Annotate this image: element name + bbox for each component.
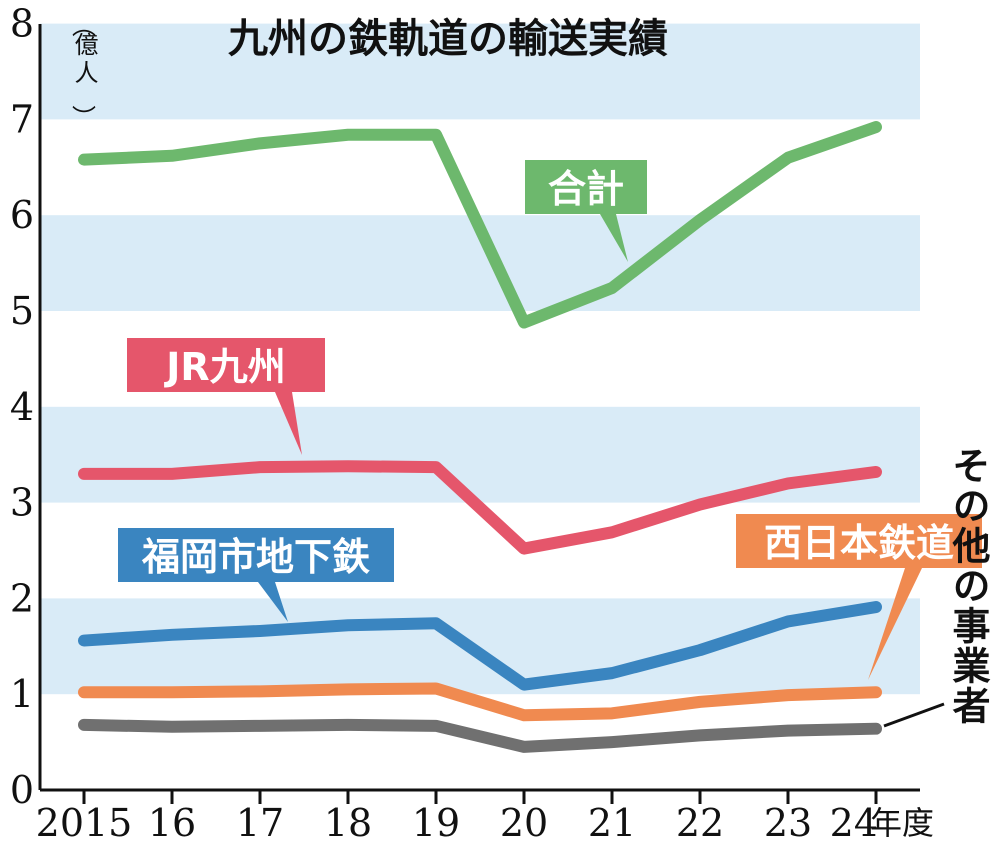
y-tick-label: 0: [10, 768, 34, 812]
label-total-pointer: [600, 214, 628, 262]
y-unit-label: ︵ 億人 ︶: [70, 12, 98, 132]
x-tick-label: 24: [830, 801, 878, 845]
y-tick-labels: 0 1 2 3 4 5 6 7 8: [10, 2, 34, 812]
svg-text:︶: ︶: [72, 104, 96, 132]
x-tick-label: 23: [764, 801, 812, 845]
svg-text:︵: ︵: [72, 12, 96, 40]
label-total: 合計: [525, 160, 647, 262]
y-tick-label: 2: [10, 576, 34, 620]
label-total-text: 合計: [548, 167, 624, 211]
x-tick-label: 17: [236, 801, 284, 845]
label-nishitetsu-text: 西日本鉄道: [764, 521, 954, 565]
x-tick-label: 21: [588, 801, 636, 845]
y-tick-label: 5: [10, 289, 34, 333]
label-total-box: [525, 160, 647, 214]
label-jr-pointer: [275, 392, 302, 455]
y-axis-unit: 億人: [70, 32, 98, 88]
y-tick-label: 8: [10, 2, 34, 46]
y-tick-label: 4: [10, 385, 34, 429]
chart-title: 九州の鉄軌道の輸送実績: [228, 16, 668, 62]
series-line: [78, 121, 882, 329]
x-tick-label: 22: [676, 801, 724, 845]
label-other: その他の事業者: [883, 446, 991, 728]
series-line: [78, 460, 882, 555]
label-nishitetsu: 西日本鉄道: [736, 514, 982, 680]
label-subway: 福岡市地下鉄: [118, 528, 394, 622]
x-axis-unit: 年度: [870, 804, 934, 842]
series-lines: [78, 121, 882, 753]
x-tick-label: 20: [500, 801, 548, 845]
label-subway-box: [118, 528, 394, 582]
series-line: [78, 682, 882, 722]
y-tick-label: 7: [10, 97, 34, 141]
y-tick-label: 3: [10, 481, 34, 525]
grid-bands: [40, 23, 920, 695]
label-subway-text: 福岡市地下鉄: [141, 535, 370, 579]
label-other-leader: [883, 702, 945, 728]
x-tick-label: 16: [148, 801, 196, 845]
label-other-text: その他の事業者: [946, 446, 991, 726]
label-nishitetsu-box: [736, 514, 982, 568]
grid-band: [40, 598, 920, 695]
y-tick-label: 6: [10, 193, 34, 237]
axes: [38, 24, 920, 792]
x-tick-label: 19: [412, 801, 460, 845]
x-tick-label: 18: [324, 801, 372, 845]
y-tick-label: 1: [10, 672, 34, 716]
series-line: [78, 601, 882, 691]
label-subway-pointer: [258, 582, 288, 622]
series-line: [78, 718, 882, 753]
label-jr: JR九州: [127, 338, 325, 455]
x-tick-label: 2015: [36, 801, 133, 845]
label-nishitetsu-pointer: [868, 568, 922, 680]
label-jr-box: [127, 338, 325, 392]
label-jr-text: JR九州: [163, 345, 285, 389]
grid-band: [40, 23, 920, 120]
x-tick-labels: 2015 16 17 18 19 20 21 22 23 24: [36, 790, 878, 845]
